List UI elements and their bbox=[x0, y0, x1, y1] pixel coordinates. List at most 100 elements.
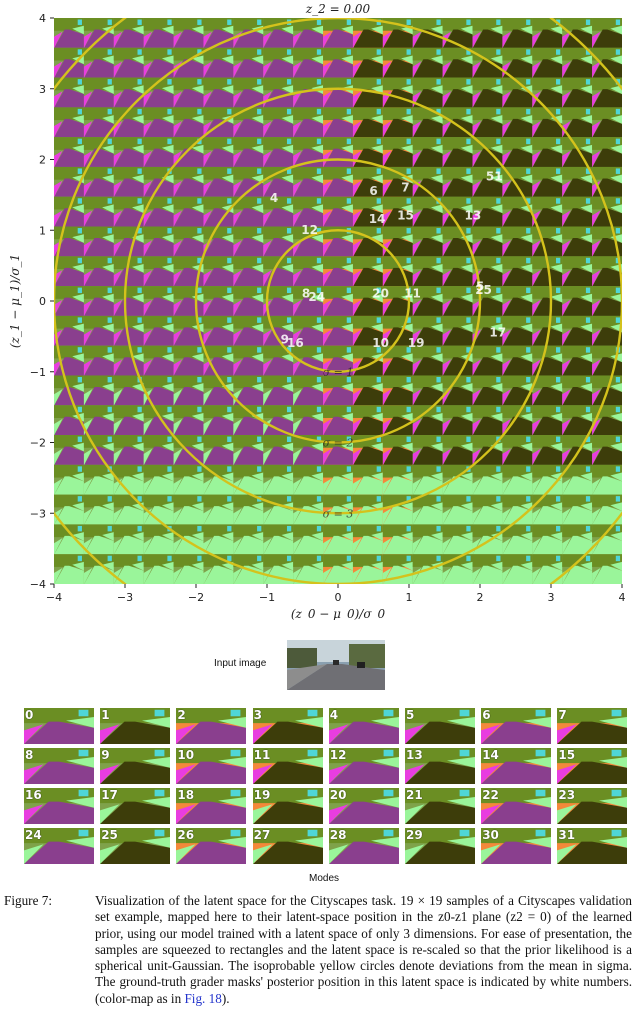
sigma-labels: σ = 1 σ = 2 σ = 3 bbox=[323, 366, 354, 521]
latent-sample-tile bbox=[83, 256, 115, 287]
mode-sample: 25 bbox=[100, 828, 171, 864]
latent-sample-tile bbox=[382, 196, 414, 228]
latent-sample-tile bbox=[532, 405, 563, 436]
latent-sample-tile bbox=[562, 464, 593, 496]
latent-sample-tile bbox=[442, 196, 474, 228]
latent-sample-tile bbox=[442, 166, 474, 198]
mode-sample: 6 bbox=[481, 708, 552, 744]
latent-sample-tile bbox=[113, 196, 145, 228]
grader-marker: 13 bbox=[465, 209, 482, 223]
latent-sample-tile bbox=[472, 375, 503, 406]
latent-sample-tile bbox=[233, 226, 264, 257]
grader-marker: 8 bbox=[302, 286, 310, 300]
latent-sample-tile bbox=[173, 137, 204, 168]
latent-sample-tile bbox=[532, 107, 563, 138]
latent-sample-tile bbox=[233, 435, 264, 466]
latent-sample-tile bbox=[382, 464, 414, 496]
mode-sample: 15 bbox=[557, 748, 628, 784]
latent-sample-tile bbox=[263, 137, 294, 168]
latent-sample-tile bbox=[83, 464, 115, 496]
mode-number: 7 bbox=[558, 708, 567, 722]
latent-sample-tile bbox=[412, 345, 444, 376]
grader-marker: 6 bbox=[369, 184, 377, 198]
latent-sample-tile bbox=[592, 107, 622, 138]
y-tick-label: 3 bbox=[39, 83, 46, 96]
y-tick-label: −3 bbox=[30, 507, 46, 520]
mode-number: 15 bbox=[558, 748, 576, 762]
latent-sample-tile bbox=[54, 107, 85, 138]
latent-sample-tile bbox=[502, 256, 533, 287]
latent-sample-tile bbox=[592, 47, 622, 79]
latent-sample-tile bbox=[113, 137, 145, 168]
latent-sample-tile bbox=[113, 345, 145, 376]
mode-number: 16 bbox=[25, 788, 42, 802]
latent-sample-tile bbox=[532, 494, 563, 525]
latent-sample-tile bbox=[382, 226, 414, 257]
latent-sample-tile bbox=[173, 77, 204, 108]
latent-sample-tile bbox=[472, 524, 503, 555]
grader-marker: 14 bbox=[369, 212, 386, 226]
mode-sample: 23 bbox=[557, 788, 628, 824]
latent-sample-tile bbox=[562, 286, 593, 317]
latent-sample-tile bbox=[472, 166, 503, 198]
grader-marker: 20 bbox=[372, 286, 389, 300]
latent-sample-tile bbox=[83, 226, 115, 257]
latent-sample-tile bbox=[502, 315, 533, 347]
latent-sample-tile bbox=[532, 345, 563, 376]
latent-sample-tile bbox=[472, 47, 503, 79]
latent-sample-tile bbox=[233, 196, 264, 228]
latent-sample-tile bbox=[382, 494, 414, 525]
mode-number: 11 bbox=[253, 748, 271, 762]
latent-sample-tile bbox=[203, 18, 234, 49]
latent-sample-tile bbox=[352, 375, 384, 406]
mode-sample: 21 bbox=[405, 788, 475, 824]
latent-sample-tile bbox=[382, 405, 414, 436]
latent-sample-tile bbox=[592, 226, 622, 257]
latent-sample-tile bbox=[562, 77, 593, 108]
latent-sample-tile bbox=[592, 137, 622, 168]
grader-marker: 51 bbox=[486, 170, 503, 184]
latent-sample-tile bbox=[113, 435, 145, 466]
latent-sample-tile bbox=[382, 435, 414, 466]
latent-sample-tile bbox=[143, 375, 175, 406]
sigma-label: σ = 3 bbox=[323, 507, 354, 520]
latent-sample-tile bbox=[502, 524, 533, 555]
latent-sample-tile bbox=[352, 554, 384, 584]
latent-sample-tile bbox=[173, 286, 204, 317]
latent-sample-tile bbox=[143, 524, 175, 555]
caption-figure-link[interactable]: Fig. 18 bbox=[184, 990, 222, 1006]
grader-positions: 4 6 7 51 12 14 15 13 824 20 11 525 17 916 10 19 bbox=[270, 170, 506, 350]
latent-sample-tile bbox=[442, 47, 474, 79]
latent-sample-tile bbox=[323, 524, 354, 555]
mode-sample: 17 bbox=[100, 788, 171, 824]
latent-sample-tile bbox=[472, 196, 503, 228]
latent-sample-tile bbox=[233, 524, 264, 555]
latent-sample-tile bbox=[352, 107, 384, 138]
latent-sample-tile bbox=[83, 77, 115, 108]
latent-sample-tile bbox=[562, 524, 593, 555]
grader-marker: 25 bbox=[475, 283, 492, 297]
mode-sample: 12 bbox=[328, 748, 399, 784]
y-axis-label: (z_1 − μ_1)/σ_1 bbox=[8, 254, 22, 348]
x-tick-label: 3 bbox=[548, 591, 555, 604]
latent-sample-tile bbox=[203, 315, 234, 347]
latent-sample-tile bbox=[54, 405, 85, 436]
latent-sample-tile bbox=[263, 405, 294, 436]
caption-end: ). bbox=[221, 990, 230, 1006]
latent-sample-tile bbox=[233, 375, 264, 406]
latent-sample-tile bbox=[532, 166, 563, 198]
latent-sample-tile bbox=[293, 18, 324, 49]
latent-sample-tile bbox=[83, 107, 115, 138]
latent-sample-tile bbox=[592, 494, 622, 525]
mode-number: 31 bbox=[558, 828, 576, 842]
latent-sample-tile bbox=[442, 77, 474, 108]
latent-sample-tile bbox=[83, 286, 115, 317]
latent-sample-tile bbox=[532, 375, 563, 406]
latent-sample-tile bbox=[412, 107, 444, 138]
x-tick-label: −1 bbox=[259, 591, 275, 604]
mode-sample: 26 bbox=[176, 828, 247, 864]
latent-sample-tile bbox=[113, 405, 145, 436]
latent-sample-tile bbox=[472, 554, 503, 584]
latent-sample-tile bbox=[54, 18, 85, 49]
latent-sample-tile bbox=[442, 554, 474, 584]
